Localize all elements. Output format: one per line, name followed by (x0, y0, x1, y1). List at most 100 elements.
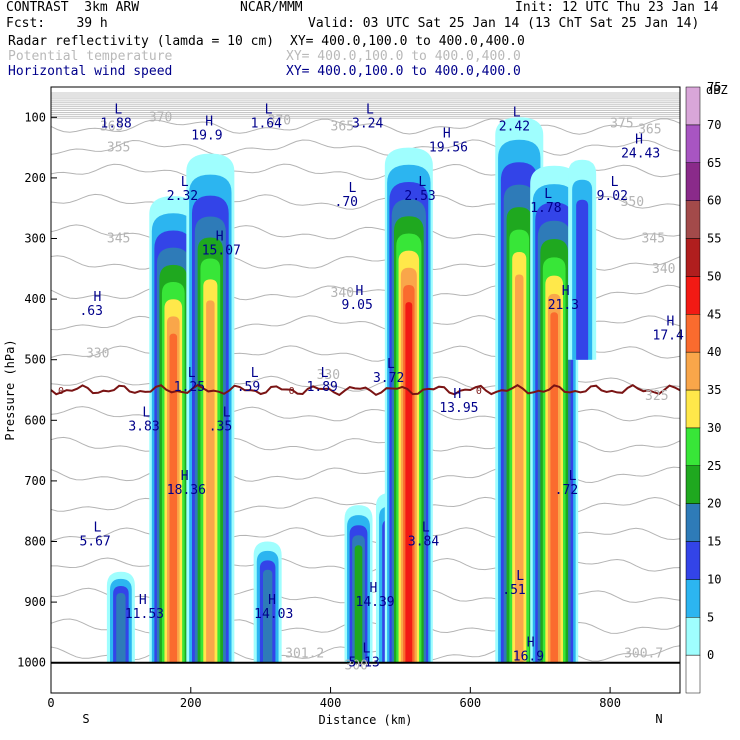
colorbar-segment (685, 389, 701, 429)
wind-extremum-mark: H (216, 230, 224, 245)
x-tick-label: 800 (599, 696, 621, 710)
wind-speed-label: 14.03 (254, 607, 293, 622)
colorbar-segment (685, 579, 701, 618)
colorbar-segment (685, 617, 701, 656)
wind-extremum-mark: H (562, 284, 570, 299)
colorbar-level-label: 30 (707, 421, 721, 435)
reflectivity-cell (576, 199, 589, 360)
wind-extremum-mark: H (453, 387, 461, 402)
x-end-label-north: N (655, 712, 662, 726)
colorbar-segment (685, 124, 701, 163)
wind-extremum-mark: H (667, 314, 675, 329)
wind-speed-label: 1.78 (530, 201, 561, 216)
wind-speed-label: 1.25 (174, 380, 205, 395)
colorbar-unit: dBZ (706, 83, 728, 97)
wind-extremum-mark: L (223, 405, 231, 420)
colorbar-level-label: 75 (707, 80, 721, 94)
colorbar-level-label: 40 (707, 345, 721, 359)
wind-extremum-mark: L (181, 175, 189, 190)
wind-speed-label: 21.3 (548, 298, 579, 313)
colorbar-level-label: 60 (707, 194, 721, 208)
wind-extremum-mark: H (205, 114, 213, 129)
wind-speed-label: 13.95 (439, 401, 478, 416)
wind-extremum-mark: L (114, 102, 122, 117)
wind-speed-label: 24.43 (621, 147, 660, 162)
wind-extremum-mark: H (635, 133, 643, 148)
reflectivity-cell (515, 274, 524, 663)
reflectivity-cell (116, 593, 126, 663)
colorbar-segment (685, 314, 701, 353)
wind-extremum-mark: H (527, 636, 535, 651)
theta-label: 340 (652, 262, 675, 277)
theta-label: 300.7 (624, 647, 663, 662)
colorbar-level-label: 15 (707, 535, 721, 549)
colorbar-level-label: 45 (707, 307, 721, 321)
field-reflectivity: Radar reflectivity (lamda = 10 cm) (8, 34, 275, 49)
theta-isentrope (50, 139, 681, 156)
wind-speed-label: .70 (335, 195, 358, 210)
wind-speed-label: 2.42 (499, 119, 530, 134)
theta-label: 370 (268, 113, 291, 128)
wind-extremum-mark: L (265, 102, 273, 117)
colorbar-level-label: 20 (707, 497, 721, 511)
reflectivity-cell (550, 312, 558, 663)
wind-extremum-mark: L (188, 366, 196, 381)
y-tick-label: 300 (24, 232, 46, 246)
x-tick-label: 400 (320, 696, 342, 710)
field-reflectivity-xy: XY= 400.0,100.0 to 400.0,400.0 (290, 34, 525, 49)
wind-speed-label: 5.67 (79, 535, 110, 550)
wind-speed-label: 3.84 (408, 535, 439, 550)
wind-extremum-mark: H (268, 593, 276, 608)
theta-label: 365 (331, 119, 354, 134)
colorbar-segment (685, 276, 701, 315)
wind-speed-label: 3.83 (128, 419, 159, 434)
reflectivity-cell (405, 302, 413, 663)
wind-speed-label: .63 (79, 304, 102, 319)
y-tick-label: 800 (24, 535, 46, 549)
y-tick-label: 500 (24, 353, 46, 367)
wind-speed-label: 2.53 (404, 189, 435, 204)
colorbar-segment (685, 351, 701, 391)
theta-label: 370 (149, 110, 172, 125)
institution: NCAR/MMM (240, 0, 303, 15)
wind-speed-label: .72 (555, 483, 578, 498)
field-theta: Potential temperature (8, 49, 173, 64)
wind-speed-label: 14.39 (356, 595, 395, 610)
wind-speed-label: 16.9 (513, 650, 544, 665)
y-tick-label: 900 (24, 595, 46, 609)
wind-extremum-mark: H (181, 469, 189, 484)
wind-speed-label: 5.13 (349, 656, 380, 671)
reflectivity-cell (262, 569, 273, 663)
colorbar-segment (685, 541, 701, 580)
wind-extremum-mark: L (321, 366, 329, 381)
theta-label: 330 (317, 368, 340, 383)
colorbar-segment (685, 465, 701, 504)
wind-speed-label: 3.72 (373, 371, 404, 386)
colorbar-segment (685, 427, 701, 466)
wind-extremum-mark: H (370, 581, 378, 596)
wind-extremum-mark: L (422, 521, 430, 536)
freezing-level-label: 0 (476, 386, 482, 397)
theta-label: 355 (107, 141, 130, 156)
reflectivity-cell (354, 545, 363, 663)
theta-label: 365 (100, 119, 123, 134)
init-time: Init: 12 UTC Thu 23 Jan 14 (515, 0, 719, 15)
theta-label: 365 (638, 122, 661, 137)
plot-frame (50, 86, 681, 694)
colorbar-segment (685, 654, 701, 694)
theta-label: 345 (107, 232, 130, 247)
theta-label: 375 (610, 116, 633, 131)
colorbar-segment (685, 503, 701, 542)
theta-label: 345 (642, 232, 665, 247)
wind-speed-label: .59 (237, 380, 260, 395)
wind-extremum-mark: L (366, 102, 374, 117)
y-tick-label: 600 (24, 413, 46, 427)
theta-label: 350 (621, 195, 644, 210)
wind-extremum-mark: L (349, 181, 357, 196)
theta-label: 330 (86, 347, 109, 362)
colorbar-level-label: 10 (707, 572, 721, 586)
wind-speed-label: 1.88 (100, 116, 131, 131)
x-end-label-south: S (82, 712, 89, 726)
y-axis-title: Pressure (hPa) (3, 339, 17, 440)
